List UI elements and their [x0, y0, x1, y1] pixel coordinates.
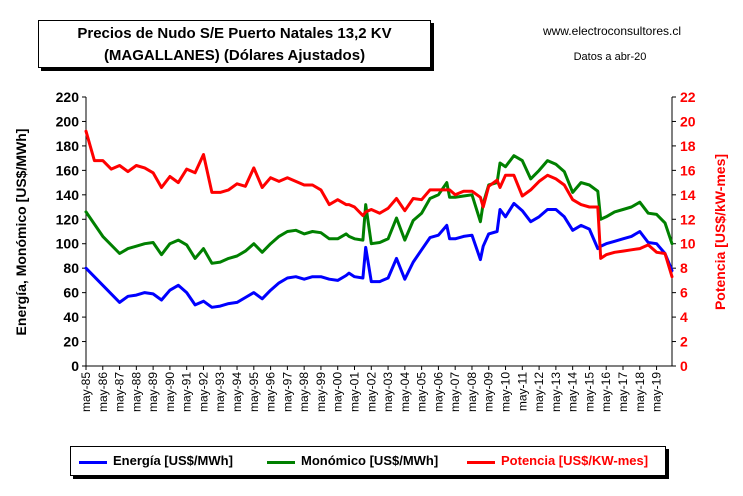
x-tick-label: may-91: [180, 372, 194, 412]
potencia-line: [84, 129, 674, 279]
x-tick-label: may-05: [415, 372, 429, 412]
y-tick-label-left: 20: [63, 334, 79, 350]
y-tick-label-right: 22: [680, 89, 696, 105]
y-tick-label-left: 60: [63, 285, 79, 301]
x-tick-label: may-08: [465, 372, 479, 412]
x-tick-label: may-87: [113, 372, 127, 412]
y-tick-label-right: 12: [680, 211, 696, 227]
x-tick-label: may-90: [163, 372, 177, 412]
y-tick-label-right: 4: [680, 309, 688, 325]
legend-swatch-monomico: [267, 461, 295, 464]
x-tick-label: may-06: [431, 372, 445, 412]
x-tick-label: may-93: [213, 372, 227, 412]
chart-title-line2: (MAGALLANES) (Dólares Ajustados): [103, 47, 366, 64]
x-tick-label: may-92: [196, 372, 210, 412]
x-tick-label: may-98: [297, 372, 311, 412]
x-tick-label: may-15: [582, 372, 596, 412]
chart-axes: 0 20 40 60 80 100 120 140 160 180 200 220 0 2 4 6 8 10 12 1…: [56, 89, 696, 412]
x-tick-label: may-09: [482, 372, 496, 412]
x-tick-label: may-18: [633, 372, 647, 412]
y-tick-label-right: 18: [680, 138, 696, 154]
y-tick-label-left: 200: [56, 113, 80, 129]
y-tick-label-right: 0: [680, 358, 688, 374]
y-tick-label-left: 40: [63, 309, 79, 325]
x-tick-label: may-02: [364, 372, 378, 412]
y-tick-label-right: 8: [680, 260, 688, 276]
legend-label-energia: Energía [US$/MWh]: [113, 453, 233, 468]
source-website: www.electroconsultores.cl: [542, 24, 682, 38]
x-tick-label: may-04: [398, 372, 412, 412]
y-tick-label-right: 16: [680, 162, 696, 178]
x-tick-label: may-94: [230, 372, 244, 412]
y-tick-label-left: 80: [63, 260, 79, 276]
x-tick-label: may-97: [280, 372, 294, 412]
monomico-line: [84, 154, 674, 265]
legend-swatch-energia: [79, 461, 107, 464]
legend-swatch-potencia: [467, 461, 495, 464]
x-tick-label: may-19: [650, 372, 664, 412]
x-tick-label: may-85: [79, 372, 93, 412]
x-tick-label: may-13: [549, 372, 563, 412]
x-tick-label: may-01: [347, 372, 361, 412]
y-tick-label-right: 14: [680, 187, 696, 203]
x-tick-label: may-96: [264, 372, 278, 412]
x-tick-label: may-11: [515, 372, 529, 411]
x-tick-label: may-03: [381, 372, 395, 412]
x-tick-label: may-86: [96, 372, 110, 412]
legend-label-potencia: Potencia [US$/KW-mes]: [501, 453, 649, 468]
legend-label-monomico: Monómico [US$/MWh]: [301, 453, 439, 468]
x-tick-label: may-12: [532, 372, 546, 412]
y-tick-label-right: 6: [680, 285, 688, 301]
x-tick-label: may-14: [566, 372, 580, 412]
x-tick-label: may-16: [599, 372, 613, 412]
y-tick-label-left: 140: [56, 187, 80, 203]
y-tick-label-right: 20: [680, 113, 696, 129]
x-tick-label: may-07: [448, 372, 462, 412]
x-tick-label: may-89: [146, 372, 160, 412]
y-tick-label-right: 10: [680, 236, 696, 252]
y-tick-label-left: 180: [56, 138, 80, 154]
x-tick-label: may-88: [129, 372, 143, 412]
y-tick-label-right: 2: [680, 334, 688, 350]
y-tick-label-left: 120: [56, 211, 80, 227]
x-tick-label: may-10: [499, 372, 513, 412]
x-tick-label: may-95: [247, 372, 261, 412]
energia-line: [84, 201, 674, 309]
x-tick-label: may-99: [314, 372, 328, 412]
y-axis-label-left: Energía, Monómico [US$/MWh]: [13, 129, 29, 336]
y-tick-label-left: 220: [56, 89, 80, 105]
y-tick-label-left: 100: [56, 236, 80, 252]
chart-title-line1: Precios de Nudo S/E Puerto Natales 13,2 …: [77, 25, 392, 42]
x-tick-label: may-00: [331, 372, 345, 412]
y-axis-label-right: Potencia [US$/kW-mes]: [712, 154, 728, 310]
y-tick-label-left: 160: [56, 162, 80, 178]
x-tick-label: may-17: [616, 372, 630, 412]
y-tick-label-left: 0: [71, 358, 79, 374]
date-note: Datos a abr-20: [573, 51, 647, 63]
chart-title-box: Precios de Nudo S/E Puerto Natales 13,2 …: [38, 20, 431, 68]
chart-legend: Energía [US$/MWh] Monómico [US$/MWh] Pot…: [70, 446, 666, 476]
chart-series: [84, 129, 674, 309]
